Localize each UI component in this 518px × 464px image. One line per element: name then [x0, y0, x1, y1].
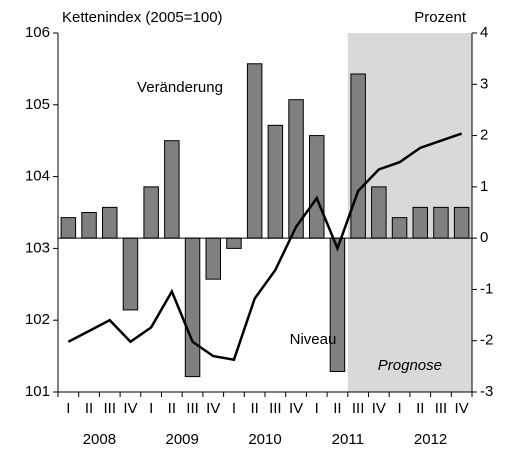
- x-tick-label: III: [103, 400, 116, 417]
- bar: [164, 140, 180, 239]
- x-tick-label: I: [232, 400, 236, 417]
- x-tick-label: II: [333, 400, 341, 417]
- year-label: 2011: [332, 431, 364, 448]
- y-axis-label: Kettenindex (2005=100): [62, 9, 223, 26]
- y2-tick-label: -3: [480, 383, 493, 400]
- x-tick-label: II: [250, 400, 258, 417]
- y-tick-label: 106: [25, 24, 50, 41]
- y-tick-label: 103: [25, 239, 50, 256]
- y-tick-label: 102: [25, 311, 50, 328]
- y2-tick-label: 3: [480, 75, 488, 92]
- forecast-area: [347, 33, 472, 392]
- series-label: Veränderung: [137, 79, 223, 96]
- year-label: 2009: [166, 431, 199, 448]
- bar: [81, 212, 97, 239]
- bar: [309, 135, 325, 239]
- x-tick-label: IV: [289, 400, 303, 417]
- bar: [371, 186, 387, 239]
- y-tick-label: 104: [25, 168, 50, 185]
- bar: [329, 237, 346, 372]
- year-label: 2008: [83, 431, 116, 448]
- x-tick-label: I: [315, 400, 319, 417]
- y2-tick-label: -1: [480, 280, 493, 297]
- x-tick-label: III: [352, 400, 365, 417]
- x-tick-label: III: [269, 400, 282, 417]
- bar: [267, 124, 284, 239]
- x-tick-label: IV: [123, 400, 137, 417]
- bar: [412, 206, 428, 239]
- series-label: Niveau: [290, 331, 337, 348]
- x-tick-label: I: [397, 400, 401, 417]
- bar: [205, 237, 221, 280]
- x-tick-label: III: [435, 400, 448, 417]
- y2-tick-label: 2: [480, 127, 488, 144]
- year-label: 2010: [248, 431, 281, 448]
- bar: [288, 99, 304, 239]
- bar: [433, 206, 449, 239]
- x-tick-label: IV: [372, 400, 386, 417]
- x-tick-label: I: [66, 400, 70, 417]
- y2-tick-label: 0: [480, 229, 488, 246]
- line: [67, 132, 463, 362]
- bar: [391, 217, 408, 239]
- bar: [350, 73, 366, 239]
- bar: [102, 206, 118, 239]
- x-tick-label: II: [85, 400, 93, 417]
- x-tick-label: II: [168, 400, 176, 417]
- x-tick-label: IV: [455, 400, 469, 417]
- y2-tick-label: 1: [480, 178, 488, 195]
- y-tick-label: 105: [25, 96, 50, 113]
- x-tick-label: III: [186, 400, 199, 417]
- bar: [226, 237, 242, 249]
- year-label: 2012: [414, 431, 447, 448]
- y2-tick-label: -2: [480, 332, 493, 349]
- bar: [246, 63, 263, 239]
- y-tick-label: 101: [25, 383, 50, 400]
- y2-axis-label: Prozent: [414, 9, 467, 26]
- bar: [453, 206, 470, 239]
- x-tick-label: I: [149, 400, 153, 417]
- y2-tick-label: 4: [480, 24, 488, 41]
- bar: [184, 237, 201, 378]
- bar: [122, 237, 139, 311]
- forecast-label: Prognose: [378, 357, 442, 374]
- bar: [143, 186, 159, 239]
- x-tick-label: II: [416, 400, 424, 417]
- x-tick-label: IV: [206, 400, 220, 417]
- bar: [60, 217, 77, 239]
